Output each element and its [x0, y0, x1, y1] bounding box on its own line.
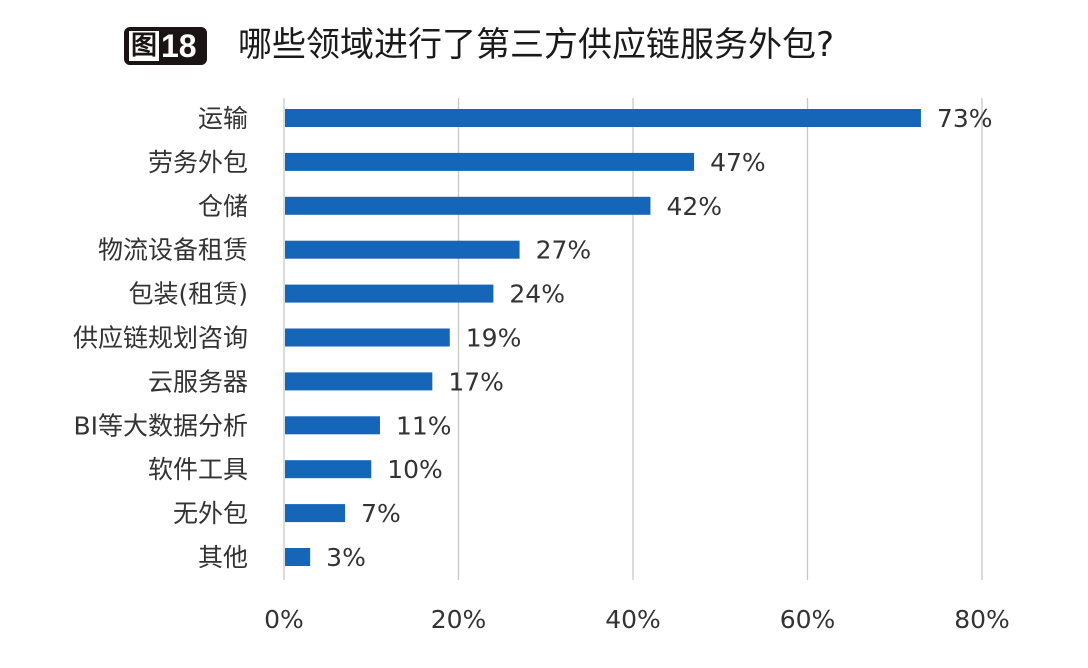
value-label: 24%	[509, 280, 565, 309]
bar	[285, 109, 921, 127]
chart-title: 哪些领域进行了第三方供应链服务外包?	[238, 25, 835, 65]
value-label: 11%	[396, 411, 452, 440]
value-label: 17%	[448, 367, 504, 396]
x-tick-label: 60%	[780, 605, 836, 634]
category-label: 云服务器	[148, 367, 248, 396]
bar	[285, 284, 494, 303]
bar	[285, 504, 346, 523]
category-label: 其他	[198, 543, 248, 572]
value-label: 10%	[387, 455, 443, 484]
value-label: 27%	[536, 236, 592, 265]
bar	[285, 548, 311, 566]
bar	[285, 196, 651, 215]
value-label: 73%	[937, 104, 993, 133]
category-label: BI等大数据分析	[73, 411, 248, 440]
x-tick-label: 0%	[264, 605, 304, 634]
x-tick-label: 80%	[954, 605, 1010, 634]
category-label: 运输	[198, 104, 248, 133]
value-label: 3%	[326, 543, 366, 572]
category-label: 仓储	[198, 192, 248, 221]
value-label: 42%	[666, 192, 722, 221]
bar	[285, 328, 450, 347]
category-label: 劳务外包	[148, 148, 248, 177]
figure-badge: 图 18	[124, 27, 207, 65]
bar	[285, 372, 433, 391]
value-label: 7%	[361, 499, 401, 528]
category-label: 供应链规划咨询	[73, 324, 248, 353]
badge-number: 18	[161, 27, 197, 64]
bar	[285, 416, 380, 435]
category-label: 无外包	[173, 499, 248, 528]
bar	[285, 240, 520, 259]
value-label: 47%	[710, 148, 766, 177]
badge-fig-char: 图	[129, 31, 159, 61]
value-label: 19%	[466, 324, 522, 353]
x-tick-label: 20%	[431, 605, 487, 634]
category-label: 包装(租赁)	[128, 280, 248, 309]
bar	[285, 152, 695, 171]
x-tick-label: 40%	[605, 605, 661, 634]
category-label: 软件工具	[148, 455, 248, 484]
bar	[285, 460, 372, 479]
category-label: 物流设备租赁	[98, 236, 248, 265]
